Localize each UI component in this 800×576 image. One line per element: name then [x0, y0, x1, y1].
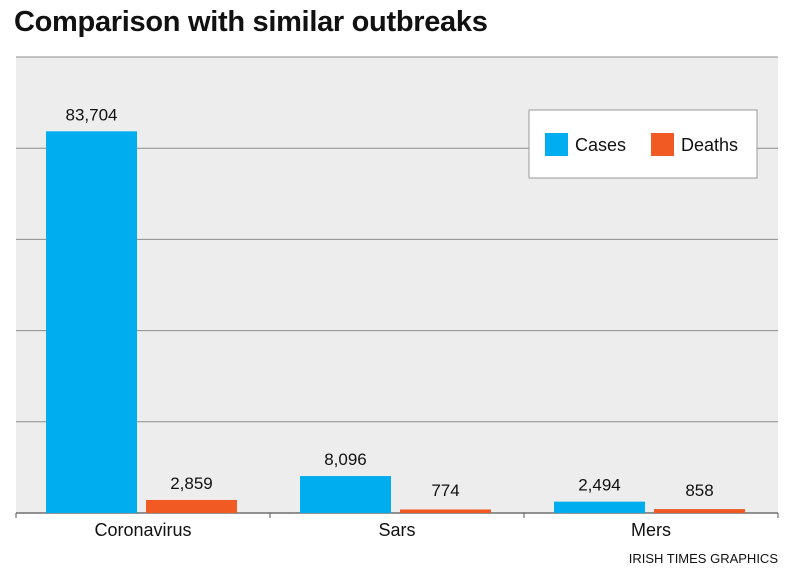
bar-cases-mers: [554, 501, 645, 513]
bar-cases-sars: [300, 476, 391, 513]
x-tick-label: Coronavirus: [94, 520, 191, 540]
data-label: 774: [431, 481, 459, 500]
data-label: 83,704: [66, 105, 118, 124]
x-tick-label: Mers: [631, 520, 671, 540]
data-label: 858: [685, 481, 713, 500]
legend-swatch-cases: [545, 133, 568, 156]
credit-text: IRISH TIMES GRAPHICS: [628, 551, 778, 566]
bar-deaths-mers: [654, 509, 745, 513]
bar-deaths-coronavirus: [146, 499, 237, 513]
chart-title: Comparison with similar outbreaks: [14, 6, 488, 38]
data-label: 8,096: [324, 450, 367, 469]
x-tick-label: Sars: [378, 520, 415, 540]
data-label: 2,859: [170, 474, 213, 493]
data-label: 2,494: [578, 476, 621, 495]
legend-label-cases: Cases: [575, 135, 626, 155]
bar-deaths-sars: [400, 509, 491, 513]
legend-swatch-deaths: [651, 133, 674, 156]
bar-cases-coronavirus: [46, 131, 137, 513]
legend-label-deaths: Deaths: [681, 135, 738, 155]
